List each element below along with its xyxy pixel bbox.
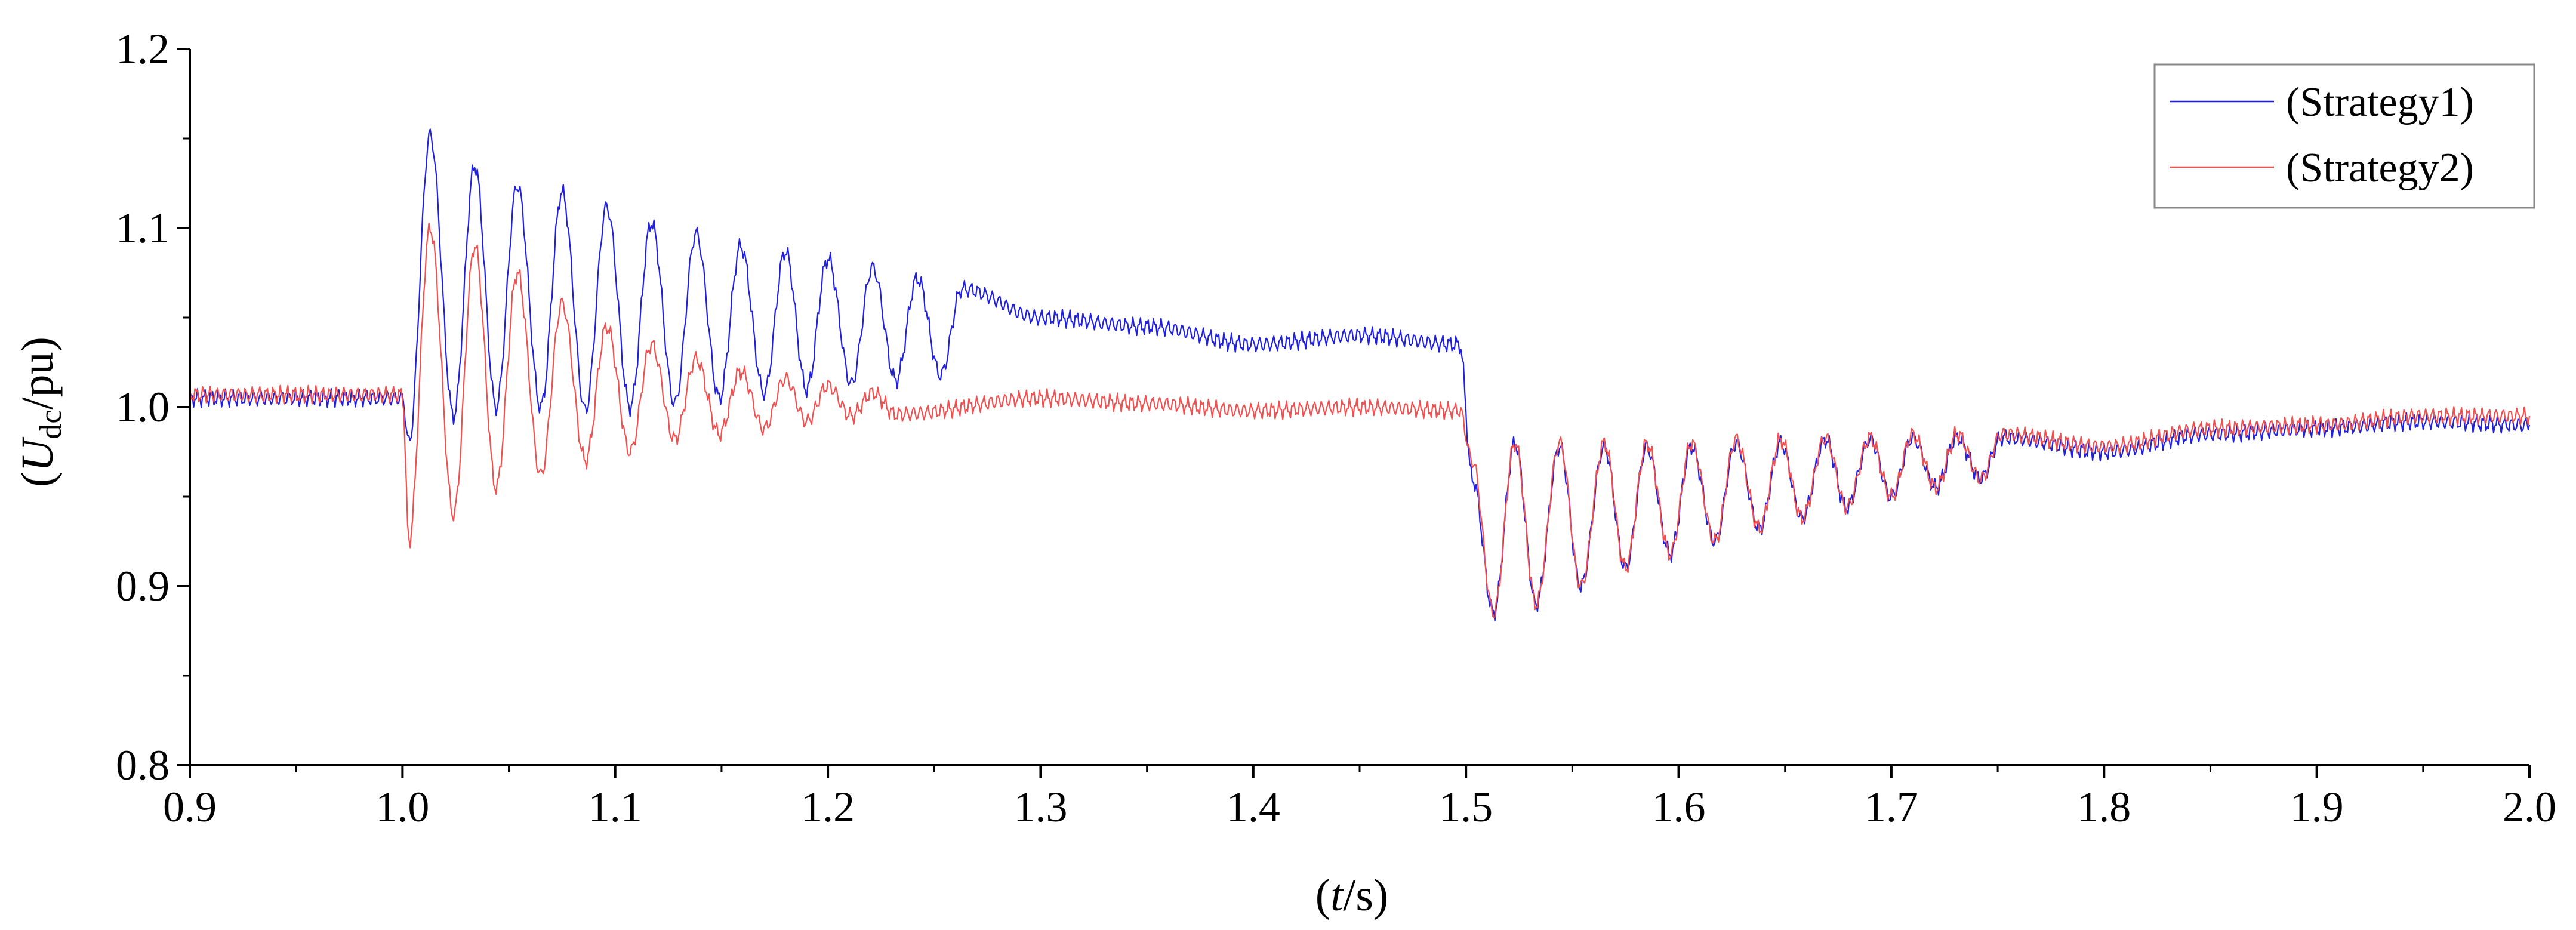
x-label-var: t xyxy=(1330,870,1344,920)
x-tick-label: 1.0 xyxy=(375,783,429,831)
ticks-layer: 0.9 1.0 1.1 1.2 1.3 1.4 1.5 1.6 1.7 1.8 1.9 2.00.80… xyxy=(116,25,2556,831)
y-label-var: U xyxy=(13,437,63,472)
y-label-rest: /pu) xyxy=(13,337,63,409)
y-tick-label: 0.8 xyxy=(116,741,170,789)
series-line-2 xyxy=(189,222,2531,618)
legend-label-strategy2: (Strategy2) xyxy=(2286,145,2474,191)
x-tick-label: 1.5 xyxy=(1439,783,1493,831)
x-label-rest: /s) xyxy=(1343,870,1388,920)
x-tick-label: 1.1 xyxy=(588,783,642,831)
x-tick-label: 1.3 xyxy=(1013,783,1067,831)
y-tick-label: 0.9 xyxy=(116,562,170,610)
legend-box xyxy=(2153,63,2535,209)
y-tick-label: 1.0 xyxy=(116,383,170,431)
legend-label-strategy1: (Strategy1) xyxy=(2286,79,2474,125)
y-axis-label: (Udc/pu) xyxy=(13,337,68,487)
x-tick-label: 2.0 xyxy=(2503,783,2556,831)
y-label-open: ( xyxy=(13,472,63,487)
series-layer xyxy=(189,128,2531,622)
y-tick-label: 1.2 xyxy=(116,25,170,73)
x-tick-label: 1.9 xyxy=(2290,783,2344,831)
x-tick-label: 1.8 xyxy=(2077,783,2131,831)
y-tick-label: 1.1 xyxy=(116,204,170,252)
x-tick-label: 1.2 xyxy=(801,783,855,831)
x-tick-label: 1.7 xyxy=(1865,783,1918,831)
legend: (Strategy1) (Strategy2) xyxy=(2153,63,2535,209)
series-line-1 xyxy=(189,128,2531,622)
x-tick-label: 0.9 xyxy=(163,783,217,831)
x-tick-label: 1.4 xyxy=(1227,783,1280,831)
x-tick-label: 1.6 xyxy=(1652,783,1706,831)
x-axis-label: (t/s) xyxy=(1315,870,1388,920)
x-label-open: ( xyxy=(1315,870,1330,920)
y-label-sub: dc xyxy=(34,410,68,439)
